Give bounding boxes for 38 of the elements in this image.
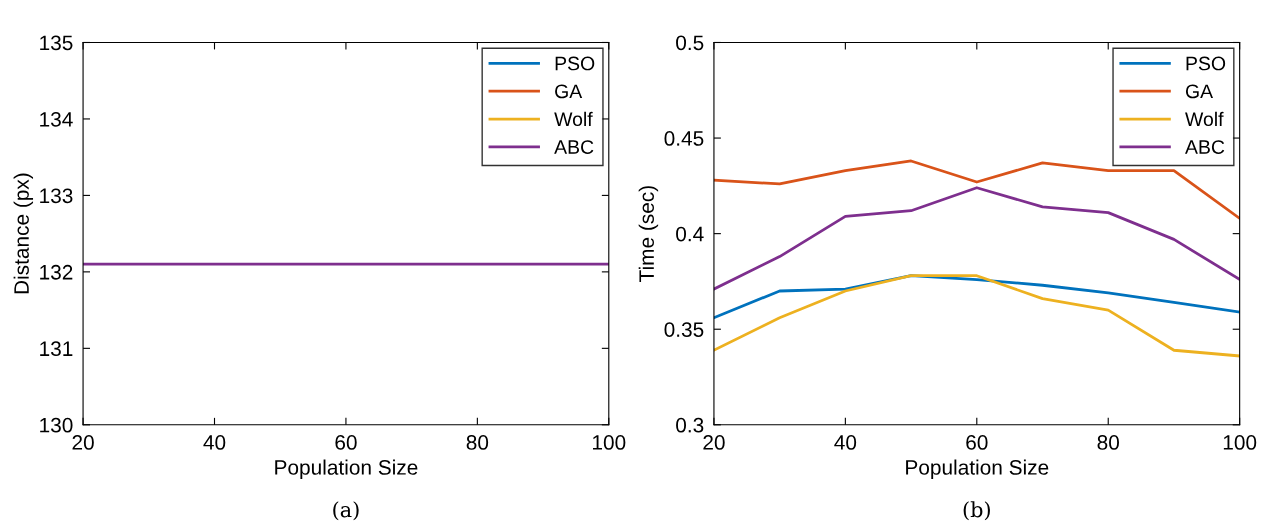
x-tick-label: 100 — [593, 435, 626, 450]
y-tick-label: 135 — [40, 35, 73, 51]
text: (b) — [963, 501, 990, 521]
y-tick-label: 134 — [40, 111, 73, 127]
text: (a) — [333, 501, 359, 521]
x-tick-label: 100 — [1223, 435, 1257, 450]
line-series — [713, 274, 1240, 358]
legend-label: PSO — [555, 56, 595, 71]
y-tick-label: 131 — [40, 341, 73, 357]
line-series — [713, 186, 1240, 291]
x-tick-label: 20 — [72, 435, 94, 450]
x-tick-label: 40 — [203, 435, 226, 450]
x-tick-label: 40 — [834, 435, 857, 450]
y-tick-label: 0.35 — [664, 322, 704, 337]
y-tick-label: 130 — [40, 417, 73, 433]
y-tick-label: 133 — [40, 188, 73, 204]
y-axis-title: Time (sec) — [638, 186, 659, 282]
x-tick-label: 20 — [703, 435, 725, 450]
y-tick-label: 0.3 — [676, 417, 704, 433]
y-tick-label: 0.4 — [676, 226, 704, 242]
legend-label: Wolf — [1185, 111, 1224, 127]
legend-label: GA — [1185, 84, 1214, 99]
y-axis-title: Distance (px) — [13, 173, 34, 294]
legend-label: ABC — [554, 140, 594, 154]
legend-label: PSO — [1186, 56, 1226, 71]
y-tick-label: 0.5 — [676, 35, 704, 51]
y-tick-label: 132 — [40, 264, 73, 280]
y-tick-label: 0.45 — [664, 131, 704, 146]
line-series — [713, 159, 1240, 220]
x-axis-title: Population Size — [275, 459, 418, 479]
legend-label: ABC — [1185, 140, 1225, 154]
x-tick-label: 60 — [335, 435, 357, 450]
legend-label: Wolf — [554, 111, 593, 127]
x-tick-label: 60 — [966, 435, 988, 450]
x-tick-label: 80 — [466, 435, 489, 450]
x-tick-label: 80 — [1097, 435, 1119, 450]
legend-label: GA — [555, 84, 583, 99]
x-axis-title: Population Size — [906, 459, 1049, 479]
